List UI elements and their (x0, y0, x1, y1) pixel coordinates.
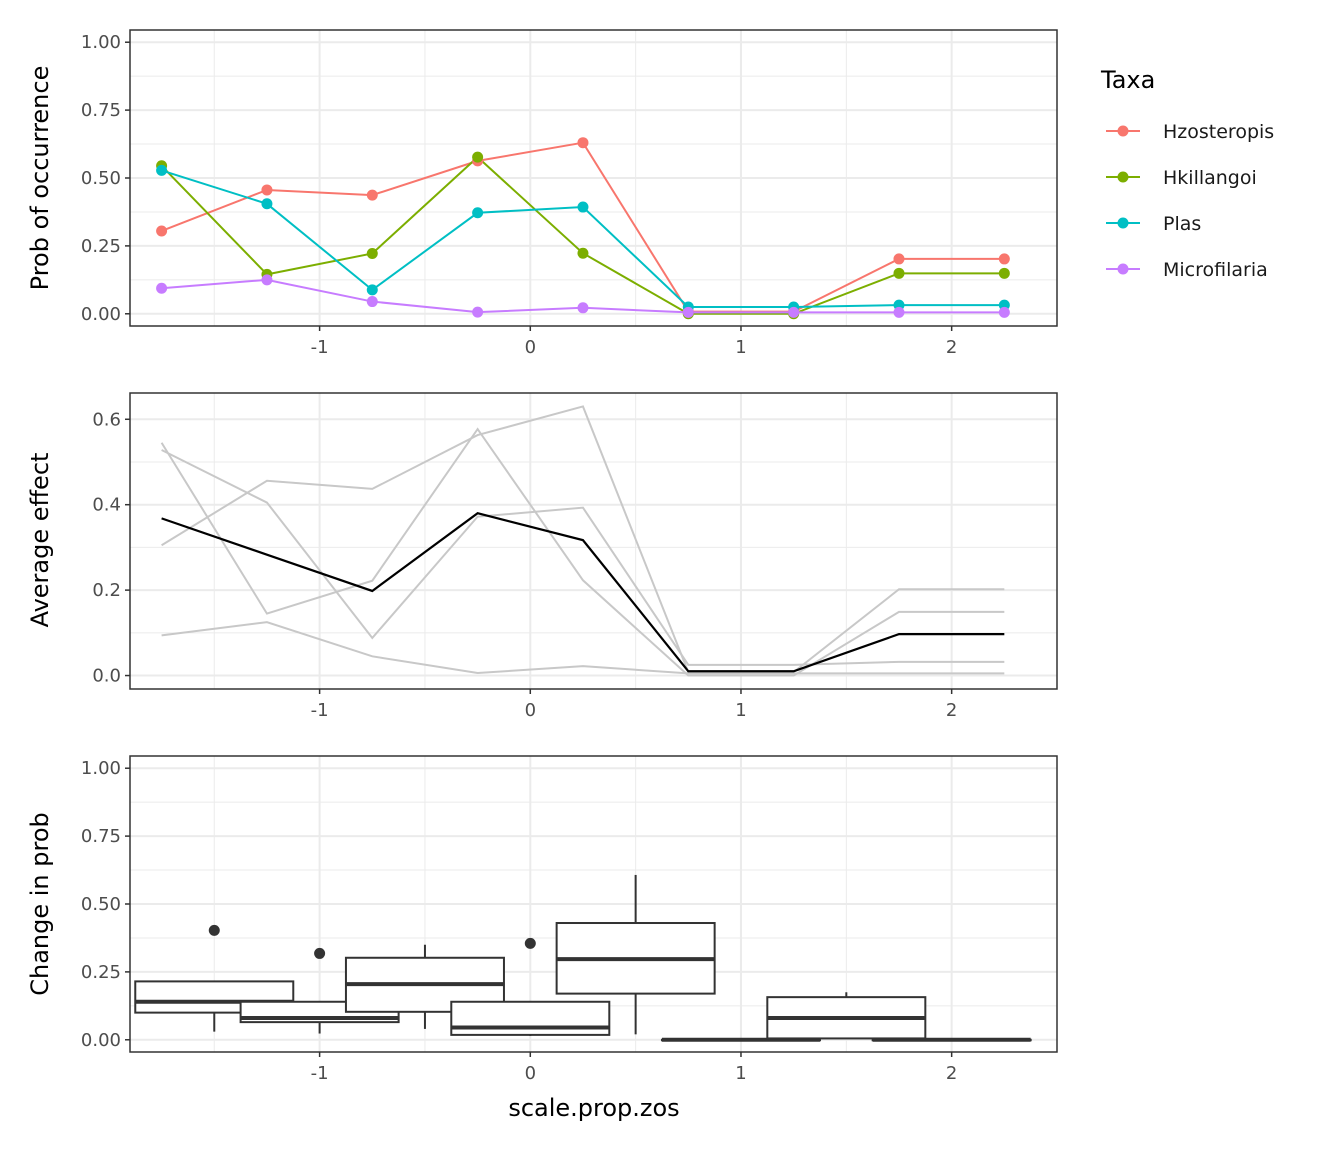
legend-label: Plas (1163, 213, 1201, 235)
y-tick-label: 0.2 (92, 580, 121, 601)
box-outlier (524, 937, 536, 949)
x-tick-label: 1 (735, 700, 746, 721)
legend-label: Microfilaria (1163, 259, 1268, 281)
panel-border (129, 755, 1058, 1053)
data-point-hkillangoi (366, 247, 378, 259)
data-point-microfilaria (788, 306, 800, 318)
legend-key-point (1117, 125, 1129, 137)
legend: Taxa Hzosteropis Hkillangoi Plas Microfilar… (1100, 66, 1274, 281)
data-point-microfilaria (998, 306, 1010, 318)
x-tick-label: -1 (311, 1063, 329, 1084)
panel-average-effect: 0.0 0.2 0.4 0.6 -1 0 1 2 (92, 392, 1058, 721)
x-tick-label: 2 (946, 337, 957, 358)
background-line-0 (161, 405, 1005, 674)
data-point-microfilaria (366, 296, 378, 308)
y-tick-label: 0.00 (81, 1030, 121, 1051)
box-body (450, 1000, 611, 1036)
y-tick-label: 0.00 (81, 304, 121, 325)
data-point-microfilaria (261, 274, 273, 286)
x-tick-label: 1 (735, 1063, 746, 1084)
data-point-microfilaria (893, 306, 905, 318)
data-point-plas (261, 198, 273, 210)
data-point-hkillangoi (893, 267, 905, 279)
legend-key-point (1117, 171, 1129, 183)
legend-key-point (1117, 217, 1129, 229)
y-tick-label: 0.0 (92, 666, 121, 687)
y-axis-title-average-effect: Average effect (26, 453, 54, 628)
data-point-hzosteropis (998, 253, 1010, 265)
data-point-hkillangoi (472, 151, 484, 163)
y-tick-label: 0.25 (81, 236, 121, 257)
y-tick-label: 0.4 (92, 495, 121, 516)
data-point-hzosteropis (156, 225, 168, 237)
x-tick-label: 1 (735, 337, 746, 358)
data-point-plas (577, 201, 589, 213)
panel-background (130, 393, 1057, 689)
x-tick-label: 2 (946, 1063, 957, 1084)
data-point-microfilaria (682, 306, 694, 318)
x-tick-label: 0 (525, 1063, 536, 1084)
legend-key-point (1117, 263, 1129, 275)
panel-border (129, 29, 1058, 327)
y-tick-label: 0.6 (92, 409, 121, 430)
legend-label: Hkillangoi (1163, 167, 1257, 189)
y-tick-label: 1.00 (81, 32, 121, 53)
x-axis-title: scale.prop.zos (508, 1094, 679, 1122)
box-outlier (208, 924, 220, 936)
background-line-3 (161, 621, 1005, 675)
x-tick-label: -1 (311, 337, 329, 358)
data-point-plas (156, 164, 168, 176)
data-point-hkillangoi (998, 267, 1010, 279)
data-point-hzosteropis (577, 137, 589, 149)
y-tick-label: 0.50 (81, 894, 121, 915)
x-tick-label: -1 (311, 700, 329, 721)
legend-label: Hzosteropis (1163, 121, 1274, 143)
data-point-plas (472, 207, 484, 219)
panel-prob-of-occurrence: 0.00 0.25 0.50 0.75 1.00 -1 0 1 2 (81, 29, 1058, 358)
x-tick-label: 2 (946, 700, 957, 721)
background-line-2 (161, 449, 1005, 666)
mean-line (161, 512, 1005, 673)
panel-change-in-prob: 0.00 0.25 0.50 0.75 1.00 -1 0 1 2 (81, 755, 1058, 1084)
data-point-plas (366, 284, 378, 296)
background-line-1 (160, 427, 1005, 677)
x-tick-label: 0 (525, 337, 536, 358)
y-tick-label: 1.00 (81, 758, 121, 779)
legend-title: Taxa (1100, 66, 1155, 94)
data-point-hzosteropis (893, 253, 905, 265)
x-tick-label: 0 (525, 700, 536, 721)
data-point-microfilaria (472, 306, 484, 318)
y-axis-title-prob: Prob of occurrence (26, 66, 54, 291)
data-point-hzosteropis (261, 184, 273, 196)
y-tick-label: 0.50 (81, 168, 121, 189)
box-outlier (314, 947, 326, 959)
y-tick-label: 0.75 (81, 100, 121, 121)
data-point-hzosteropis (366, 189, 378, 201)
data-point-microfilaria (156, 282, 168, 294)
data-point-microfilaria (577, 302, 589, 314)
panel-border (129, 392, 1058, 690)
y-tick-label: 0.25 (81, 962, 121, 983)
data-point-hkillangoi (577, 247, 589, 259)
y-axis-title-change: Change in prob (26, 812, 54, 996)
y-tick-label: 0.75 (81, 826, 121, 847)
